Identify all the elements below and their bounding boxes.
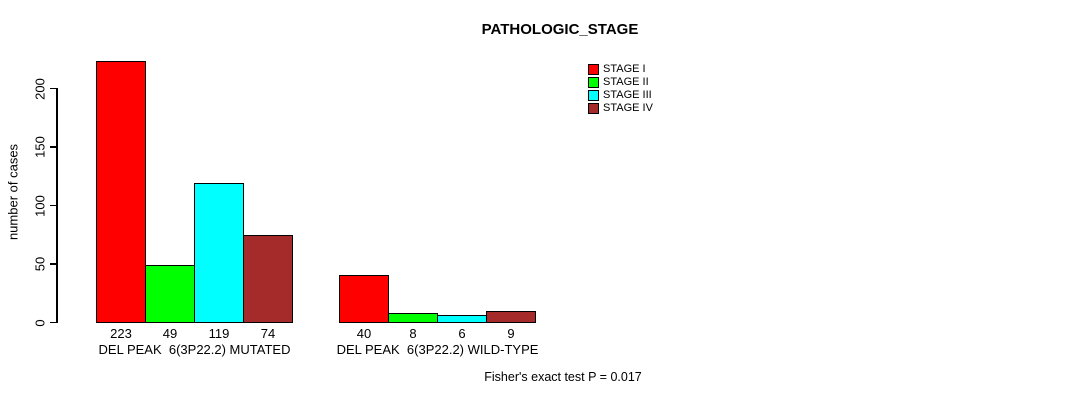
y-tick-mark [50,146,57,148]
bar-stage-iii-group2 [437,315,487,323]
legend-row-stage-iv: STAGE IV [588,102,653,115]
legend-swatch [588,89,599,101]
y-tick-mark [50,204,57,207]
legend-label: STAGE I [603,62,646,75]
fisher-test-annotation: Fisher's exact test P = 0.017 [484,370,642,384]
bar-stage-i-group2 [339,275,389,323]
bar-stage-iv-group1 [243,235,293,323]
legend-label: STAGE IV [603,102,653,115]
y-tick-label: 200 [32,77,48,100]
bar-value-label: 119 [208,326,230,341]
legend-label: STAGE III [603,88,652,101]
chart-title: PATHOLOGIC_STAGE [481,21,639,38]
group-label-1: DEL PEAK 6(3P22.2) MUTATED [98,342,291,357]
bar-value-label: 223 [110,326,132,341]
bar-value-label: 8 [409,326,417,341]
bar-value-label: 74 [260,326,276,341]
bar-value-label: 6 [458,326,466,341]
y-tick-label: 100 [32,194,48,217]
legend-swatch [588,76,599,88]
y-tick-label: 50 [32,256,48,272]
bar-stage-iii-group1 [194,183,244,323]
legend-label: STAGE II [603,75,649,88]
bar-value-label: 40 [356,326,372,341]
y-tick-mark [50,263,57,265]
legend-row-stage-ii: STAGE II [588,75,649,88]
y-tick-mark [50,87,57,90]
bar-stage-ii-group2 [388,313,438,323]
legend-swatch [588,103,599,115]
bar-stage-i-group1 [96,61,146,323]
y-axis-label: number of cases [5,143,21,241]
bar-stage-ii-group1 [145,265,195,323]
y-tick-label: 0 [32,318,48,327]
bar-stage-iv-group2 [486,311,536,323]
y-tick-mark [50,321,57,324]
bar-value-label: 49 [162,326,178,341]
bar-value-label: 9 [507,326,515,341]
legend-swatch [588,63,599,75]
group-label-2: DEL PEAK 6(3P22.2) WILD-TYPE [336,342,539,357]
y-tick-label: 150 [32,136,48,158]
legend-row-stage-i: STAGE I [588,62,646,75]
legend-row-stage-iii: STAGE III [588,88,652,101]
